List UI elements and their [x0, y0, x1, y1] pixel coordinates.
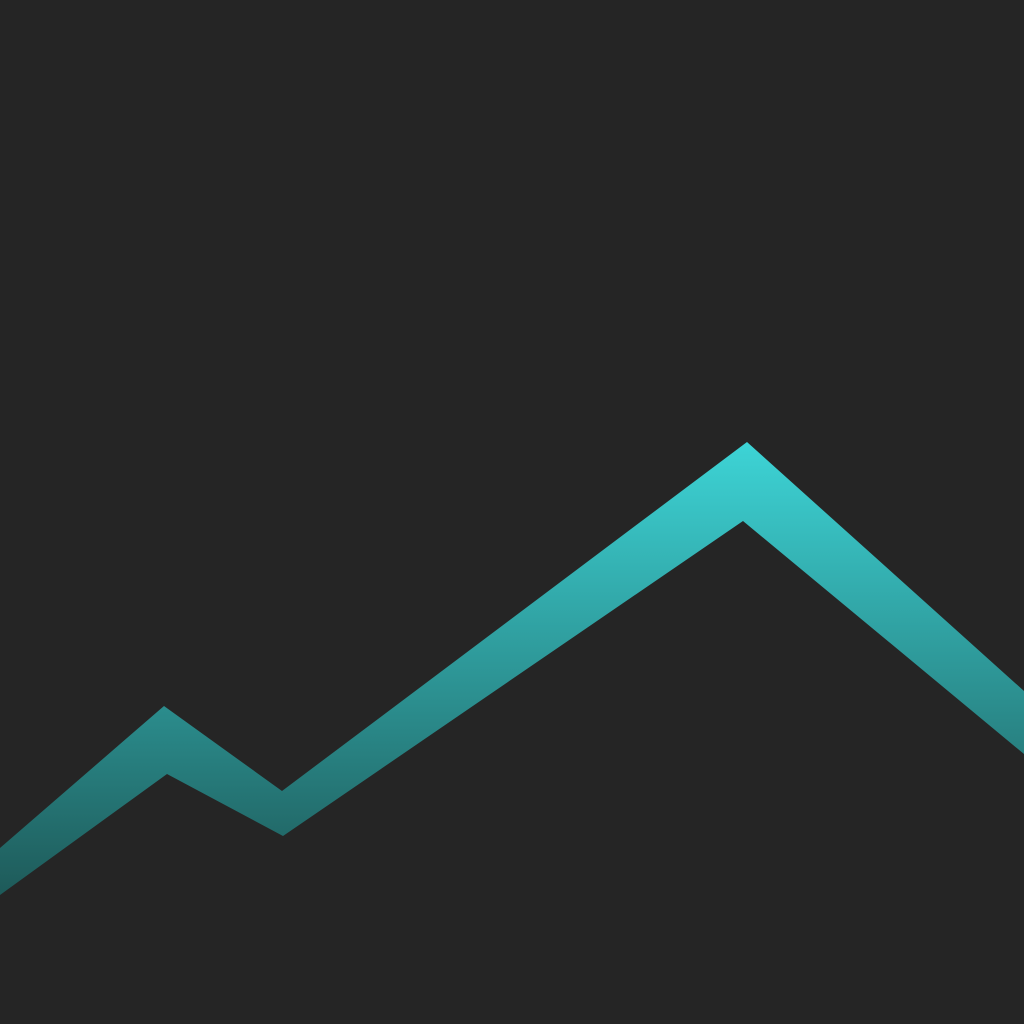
teal-mountain-band: [0, 442, 1024, 895]
